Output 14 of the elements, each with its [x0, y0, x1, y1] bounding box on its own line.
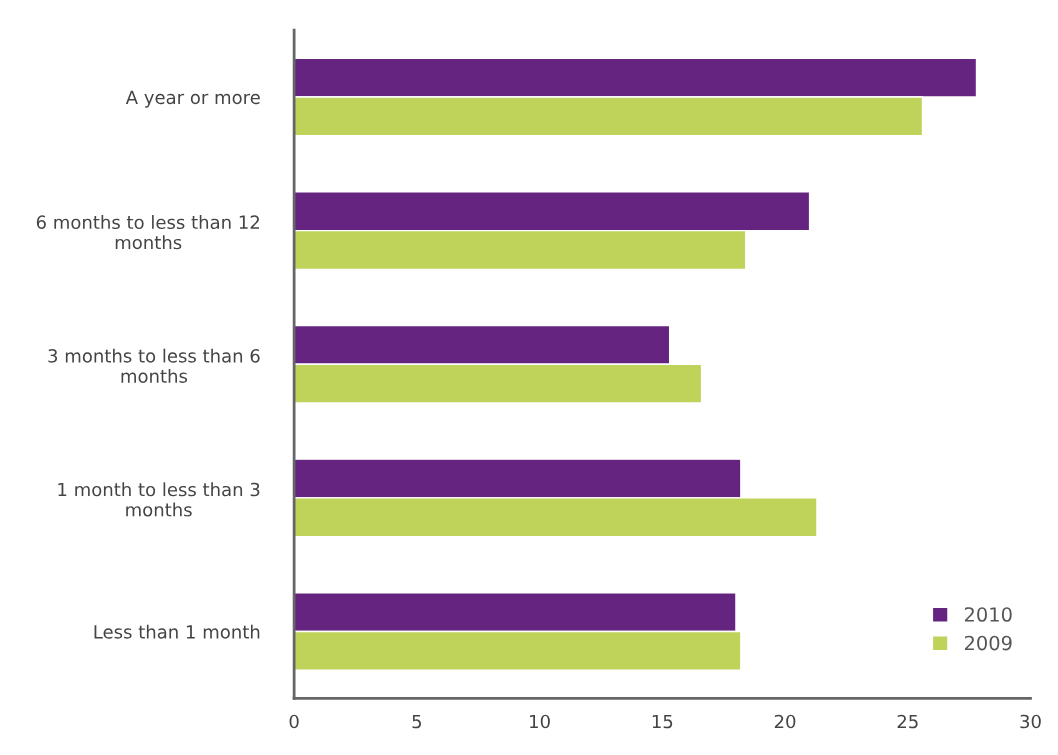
- y-tick-label: A year or more: [125, 90, 260, 108]
- y-tick-label: 1 month to less than 3 months: [58, 482, 260, 517]
- x-tick-label: 0: [289, 714, 299, 729]
- legend-label: 2009: [964, 635, 1012, 651]
- x-tick-label: 10: [530, 714, 550, 729]
- y-tick-label: 6 months to less than 12 months: [36, 215, 259, 250]
- legend-label: 2010: [964, 607, 1012, 622]
- x-tick-label: 25: [897, 714, 918, 729]
- x-tick-label: 5: [412, 714, 422, 729]
- x-tick-label: 15: [652, 714, 673, 729]
- x-tick-label: 20: [774, 714, 796, 729]
- y-tick-label: Less than 1 month: [94, 624, 260, 639]
- y-tick-label: 3 months to less than 6 months: [48, 348, 260, 383]
- x-tick-label: 30: [1020, 714, 1041, 729]
